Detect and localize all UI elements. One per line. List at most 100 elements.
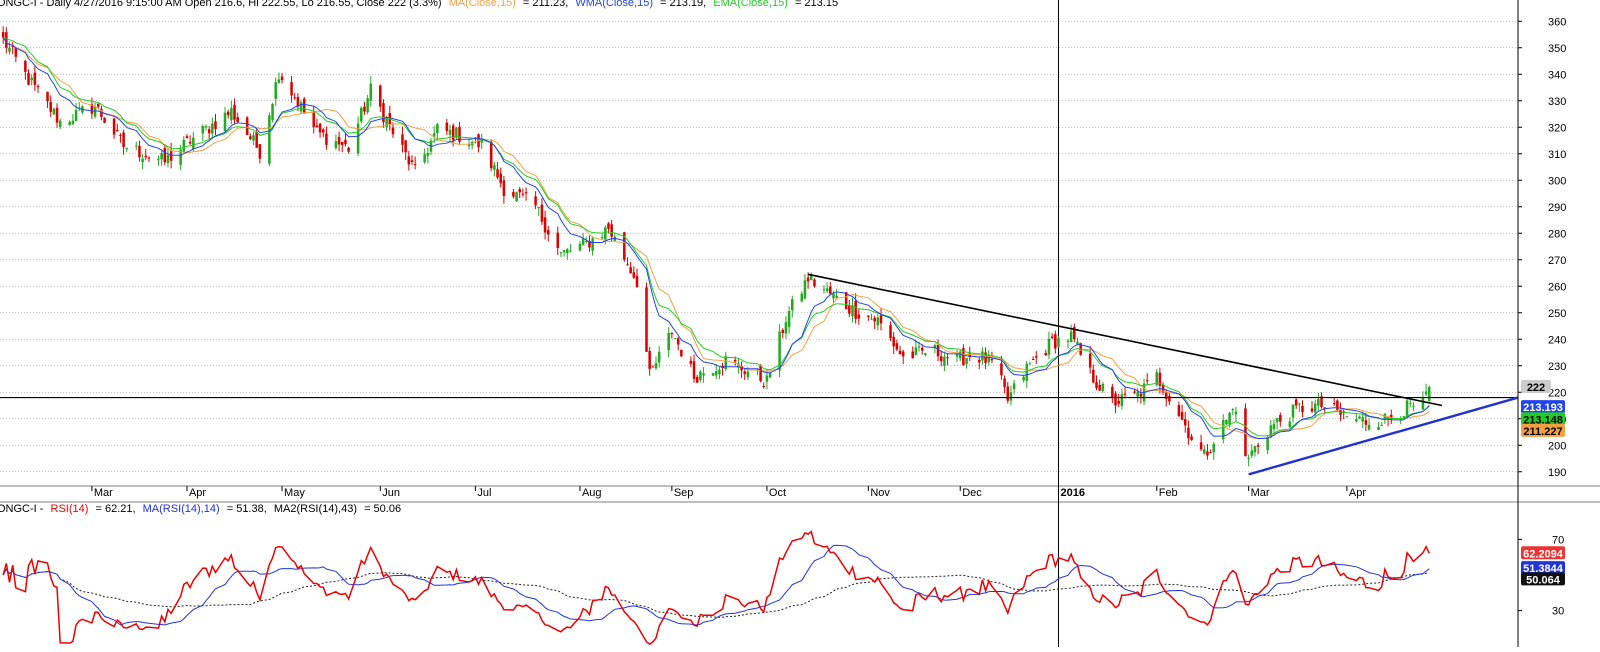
candle[interactable]: [455, 127, 458, 140]
candle[interactable]: [566, 248, 569, 260]
candle[interactable]: [718, 366, 721, 380]
candle[interactable]: [160, 149, 163, 166]
candle[interactable]: [588, 235, 591, 252]
candle[interactable]: [1044, 349, 1048, 357]
candle[interactable]: [11, 41, 14, 55]
candle[interactable]: [920, 344, 924, 355]
candle[interactable]: [1088, 346, 1092, 374]
candle[interactable]: [1301, 400, 1304, 418]
candle[interactable]: [534, 191, 537, 210]
candle[interactable]: [778, 323, 781, 378]
candle[interactable]: [1332, 397, 1336, 407]
candle[interactable]: [122, 129, 125, 155]
candle[interactable]: [901, 349, 905, 365]
candle[interactable]: [366, 94, 369, 115]
candle[interactable]: [1424, 383, 1428, 397]
candle[interactable]: [1066, 338, 1070, 349]
candle[interactable]: [315, 118, 319, 129]
candle[interactable]: [546, 225, 550, 242]
candle[interactable]: [1225, 419, 1228, 426]
candle[interactable]: [185, 134, 189, 139]
candle[interactable]: [271, 102, 274, 123]
candle[interactable]: [876, 313, 880, 331]
candle[interactable]: [211, 117, 214, 139]
candle[interactable]: [848, 299, 851, 317]
candle[interactable]: [334, 134, 338, 151]
candle[interactable]: [813, 278, 816, 288]
candle[interactable]: [296, 92, 300, 111]
candle[interactable]: [249, 133, 252, 141]
candle[interactable]: [1092, 364, 1095, 384]
candle[interactable]: [8, 41, 11, 55]
candle[interactable]: [743, 369, 747, 380]
candle[interactable]: [702, 366, 705, 383]
candle[interactable]: [955, 350, 959, 362]
candle[interactable]: [895, 339, 899, 352]
candle[interactable]: [879, 307, 883, 331]
candle[interactable]: [141, 154, 144, 170]
candle[interactable]: [867, 315, 870, 321]
candle[interactable]: [1028, 361, 1032, 365]
candle[interactable]: [382, 99, 385, 128]
candle[interactable]: [543, 210, 547, 240]
candle[interactable]: [230, 100, 233, 125]
candle[interactable]: [103, 117, 106, 124]
candle[interactable]: [1012, 379, 1016, 394]
candle[interactable]: [851, 297, 854, 323]
candle[interactable]: [635, 268, 639, 288]
candle[interactable]: [1177, 401, 1181, 418]
candle[interactable]: [36, 84, 40, 93]
candle[interactable]: [401, 126, 404, 153]
candle[interactable]: [458, 121, 461, 146]
candle[interactable]: [100, 105, 103, 121]
candle[interactable]: [1294, 397, 1298, 409]
candle[interactable]: [182, 136, 186, 153]
candle[interactable]: [958, 349, 962, 362]
candle[interactable]: [1209, 449, 1212, 454]
candle[interactable]: [144, 148, 148, 161]
candle[interactable]: [581, 232, 585, 246]
candle[interactable]: [1057, 335, 1060, 348]
candle[interactable]: [968, 346, 972, 361]
candle[interactable]: [695, 374, 699, 384]
candle[interactable]: [277, 72, 281, 84]
candle[interactable]: [410, 155, 414, 165]
candle[interactable]: [312, 105, 316, 134]
candle[interactable]: [556, 226, 560, 256]
candle[interactable]: [74, 102, 78, 122]
candle[interactable]: [147, 156, 151, 162]
candle[interactable]: [432, 126, 436, 143]
candle[interactable]: [667, 327, 670, 358]
candle[interactable]: [423, 148, 426, 164]
candle[interactable]: [1298, 402, 1301, 412]
candle[interactable]: [524, 187, 528, 201]
candle[interactable]: [1168, 392, 1171, 406]
candle[interactable]: [977, 357, 981, 370]
candle[interactable]: [1047, 331, 1051, 360]
candle[interactable]: [166, 148, 170, 168]
candle[interactable]: [1114, 391, 1117, 414]
candle[interactable]: [344, 133, 347, 147]
candle[interactable]: [1158, 367, 1162, 394]
candle[interactable]: [302, 96, 306, 115]
candle[interactable]: [1250, 444, 1254, 459]
candle[interactable]: [293, 92, 296, 100]
candle[interactable]: [1183, 411, 1187, 433]
candle[interactable]: [857, 308, 861, 325]
candle[interactable]: [236, 112, 239, 123]
candle[interactable]: [591, 236, 594, 256]
candle[interactable]: [892, 332, 895, 355]
candle[interactable]: [115, 123, 119, 132]
candle[interactable]: [518, 186, 522, 199]
candle[interactable]: [1269, 419, 1273, 439]
candle[interactable]: [33, 66, 37, 91]
candle[interactable]: [1342, 408, 1345, 420]
candle[interactable]: [787, 306, 791, 334]
candle[interactable]: [870, 313, 873, 320]
candle[interactable]: [889, 321, 892, 342]
candle[interactable]: [898, 345, 902, 355]
candle[interactable]: [1421, 391, 1425, 410]
candle[interactable]: [689, 356, 693, 368]
candle[interactable]: [610, 219, 613, 242]
candle[interactable]: [714, 363, 718, 380]
